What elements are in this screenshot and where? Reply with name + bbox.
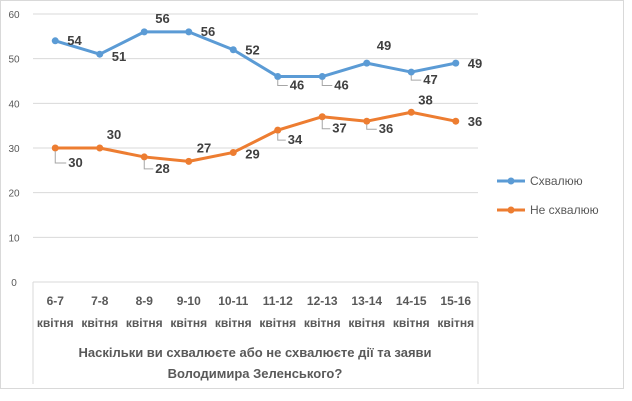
x-tick-label: 11-12 xyxy=(263,294,293,308)
data-label: 30 xyxy=(107,127,121,142)
leader-line xyxy=(321,79,333,87)
data-point xyxy=(452,59,460,67)
data-point xyxy=(185,28,193,36)
x-tick-label-month: квітня xyxy=(170,316,207,330)
x-tick-label: 10-11 xyxy=(218,294,248,308)
x-tick-label-month: квітня xyxy=(393,316,430,330)
x-tick-label-month: квітня xyxy=(126,316,163,330)
data-point xyxy=(96,144,104,152)
data-label: 52 xyxy=(245,43,259,58)
data-label: 30 xyxy=(68,155,82,170)
data-label: 36 xyxy=(379,121,393,136)
data-label: 51 xyxy=(112,49,126,64)
data-point xyxy=(96,50,104,58)
x-tick-label: 6-7 xyxy=(47,294,65,308)
x-tick-label-month: квітня xyxy=(37,316,74,330)
leader-line xyxy=(277,79,288,87)
data-label: 54 xyxy=(67,33,82,48)
data-label: 46 xyxy=(290,78,304,93)
x-tick-label-month: квітня xyxy=(259,316,296,330)
data-label: 49 xyxy=(377,38,391,53)
data-point xyxy=(363,59,371,67)
leader-line xyxy=(143,159,154,170)
data-point xyxy=(229,46,237,54)
legend-label: Не схвалюю xyxy=(530,203,599,217)
x-tick-label: 14-15 xyxy=(396,294,427,308)
data-point xyxy=(185,157,193,165)
x-tick-label: 15-16 xyxy=(440,294,471,308)
data-point xyxy=(407,68,415,76)
data-label: 46 xyxy=(334,78,348,93)
y-tick-label: 0 xyxy=(11,278,17,289)
x-tick-label: 12-13 xyxy=(307,294,338,308)
y-tick-label: 40 xyxy=(8,99,20,110)
data-point xyxy=(51,144,59,152)
data-label: 38 xyxy=(418,92,432,107)
x-tick-label-month: квітня xyxy=(304,316,341,330)
x-tick-label-month: квітня xyxy=(81,316,118,330)
y-tick-label: 30 xyxy=(8,144,20,155)
x-axis-title-line1: Наскільки ви схвалюєте або не схвалюєте … xyxy=(78,345,431,360)
leader-line xyxy=(366,124,377,130)
legend-marker xyxy=(507,206,515,214)
data-label: 47 xyxy=(423,72,437,87)
x-tick-label: 13-14 xyxy=(351,294,382,308)
x-tick-label-month: квітня xyxy=(437,316,474,330)
leader-line xyxy=(54,151,67,164)
data-label: 27 xyxy=(197,140,211,155)
legend-marker xyxy=(507,177,515,185)
data-label: 49 xyxy=(468,56,482,71)
data-label: 37 xyxy=(332,121,346,136)
data-point xyxy=(363,117,371,125)
data-point xyxy=(229,148,237,156)
leader-line xyxy=(277,133,286,141)
data-label: 29 xyxy=(245,146,259,161)
chart-border xyxy=(0,0,624,389)
data-label: 56 xyxy=(155,11,169,26)
y-tick-label: 10 xyxy=(8,233,20,244)
x-tick-label-month: квітня xyxy=(348,316,385,330)
y-tick-label: 20 xyxy=(8,189,20,200)
data-label: 28 xyxy=(155,161,169,176)
data-point xyxy=(140,28,148,36)
data-point xyxy=(274,126,282,134)
x-tick-label-month: квітня xyxy=(215,316,252,330)
y-tick-label: 60 xyxy=(8,10,20,21)
x-tick-label: 8-9 xyxy=(136,294,154,308)
data-point xyxy=(452,117,460,125)
y-tick-label: 50 xyxy=(8,55,20,66)
x-tick-label: 7-8 xyxy=(91,294,109,308)
data-point xyxy=(51,37,59,45)
data-label: 36 xyxy=(468,114,482,129)
data-label: 34 xyxy=(288,132,303,147)
data-label: 56 xyxy=(201,24,215,39)
data-point xyxy=(318,113,326,121)
x-tick-label: 9-10 xyxy=(177,294,201,308)
x-axis-title-line2: Володимира Зеленського? xyxy=(168,366,343,381)
series-line-1 xyxy=(55,110,457,163)
legend-label: Схвалюю xyxy=(530,174,583,188)
data-point xyxy=(318,73,326,81)
data-point xyxy=(407,108,415,116)
leader-line xyxy=(410,75,422,81)
data-point xyxy=(140,153,148,161)
data-point xyxy=(274,73,282,81)
leader-line xyxy=(321,119,331,130)
series-line-0 xyxy=(54,30,457,79)
